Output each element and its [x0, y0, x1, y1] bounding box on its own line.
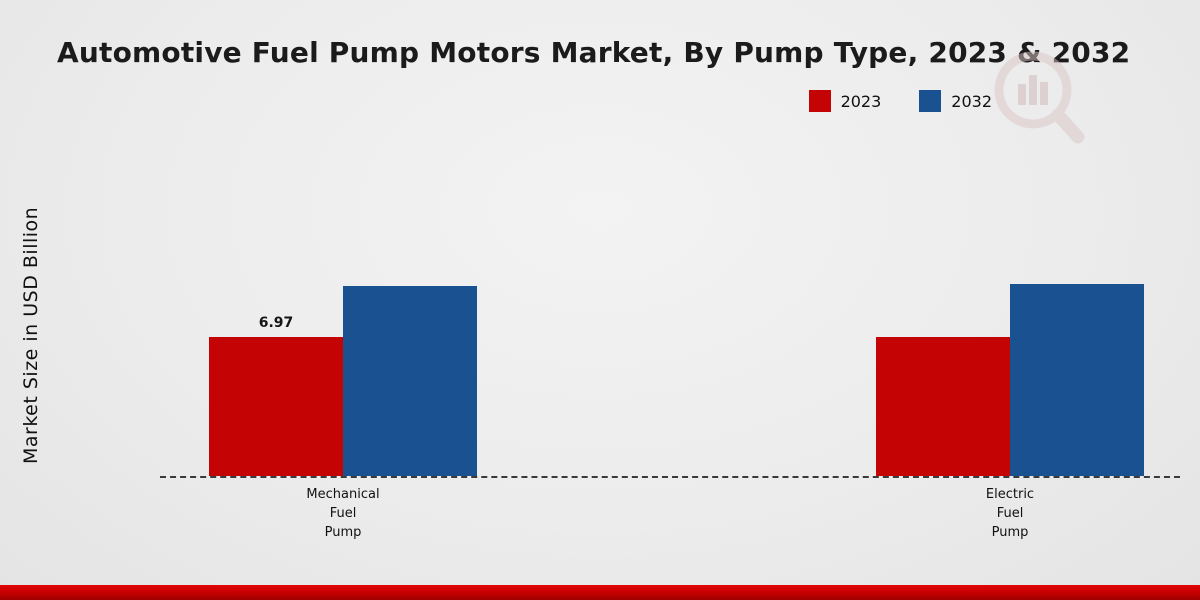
bar-2032-category1: [1010, 284, 1144, 476]
magnifier-bar-chart-logo-icon: [985, 42, 1095, 156]
y-axis-label: Market Size in USD Billion: [20, 206, 42, 464]
bar-2023-category1: [876, 336, 1010, 476]
category-label: Electric Fuel Pump: [985, 487, 1035, 540]
legend-label: 2023: [840, 91, 882, 111]
chart-title: Automotive Fuel Pump Motors Market, By P…: [57, 36, 1131, 69]
bar-2023-category0: [209, 336, 343, 476]
legend-item-2032: 2032: [919, 90, 992, 112]
value-label: 6.97: [258, 314, 294, 331]
legend-swatch: [808, 90, 831, 112]
legend-label: 2032: [951, 91, 992, 111]
legend-item-2023: 2023: [808, 90, 882, 112]
category-label: Mechanical Fuel Pump: [306, 487, 380, 540]
bottom-accent-band: [0, 585, 1200, 600]
bar-2032-category0: [343, 286, 477, 476]
legend-swatch: [919, 90, 942, 112]
plot-area: Mechanical Fuel Pump Electric Fuel Pump 6.…: [160, 150, 1180, 540]
legend: 2023 2032: [808, 90, 992, 112]
